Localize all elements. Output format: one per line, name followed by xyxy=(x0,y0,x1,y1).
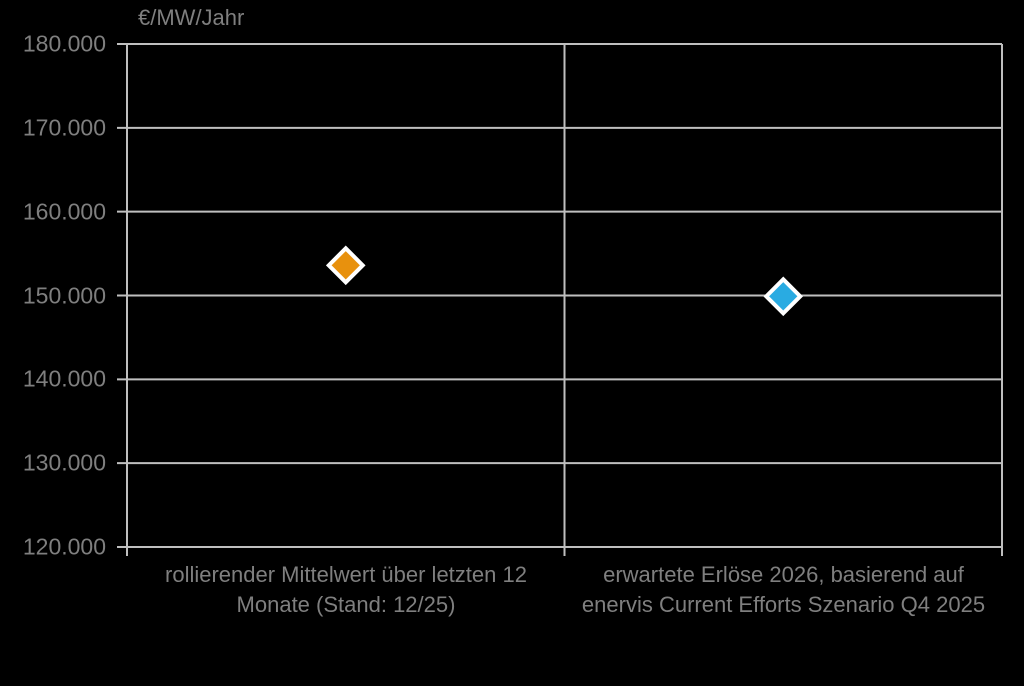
y-tick-label: 140.000 xyxy=(22,365,106,392)
y-tick-label: 180.000 xyxy=(22,30,106,57)
y-tick-label: 160.000 xyxy=(22,198,106,225)
y-axis-title: €/MW/Jahr xyxy=(138,5,245,30)
y-tick-label: 120.000 xyxy=(22,533,106,560)
diamond-marker xyxy=(325,245,366,286)
y-tick-label: 150.000 xyxy=(22,282,106,308)
y-tick-label: 170.000 xyxy=(22,114,106,141)
x-category-label-1: rollierender Mittelwert über letzten 12 … xyxy=(165,562,527,617)
y-tick-label: 130.000 xyxy=(22,449,106,476)
diamond-marker xyxy=(763,276,804,317)
x-category-label-2: erwartete Erlöse 2026, basierend auf ene… xyxy=(581,562,986,617)
